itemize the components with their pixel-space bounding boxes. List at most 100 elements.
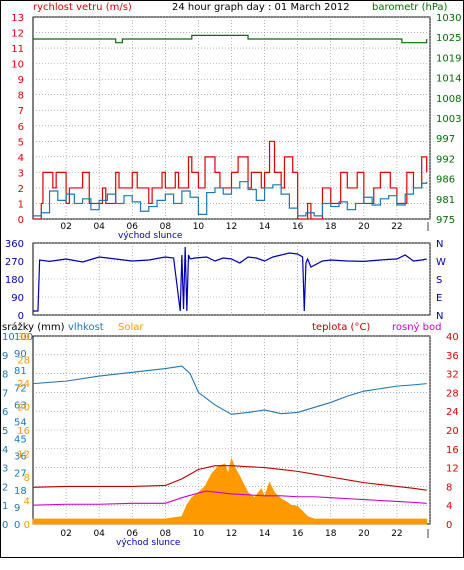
x-tick-label: 14 xyxy=(259,222,271,232)
pressure-tick-label: 1019 xyxy=(436,53,461,64)
temperature-tick-label: 24 xyxy=(446,407,459,418)
direction-tick-label: 90 xyxy=(11,293,24,304)
x-tick-label: | xyxy=(426,222,429,232)
solar-tick-label: 28 xyxy=(17,356,30,367)
x-tick-label: 06 xyxy=(127,222,139,232)
legend-dew-point: rosný bod xyxy=(392,321,441,333)
x-tick-label: 20 xyxy=(358,222,370,232)
humidity-tick-label: 45 xyxy=(14,435,27,446)
solar-tick-label: 16 xyxy=(17,426,30,437)
x-tick-label: 16 xyxy=(292,222,304,232)
compass-tick-label: E xyxy=(436,293,442,304)
humidity-tick-label: 18 xyxy=(14,486,27,497)
pressure-tick-label: 981 xyxy=(436,195,455,206)
outer-frame xyxy=(0,0,464,558)
solar-tick-label: 12 xyxy=(17,450,30,461)
series-line-p1-1 xyxy=(33,140,428,220)
solar-tick-label: 4 xyxy=(24,497,30,508)
wind-tick-label: 7 xyxy=(18,106,24,117)
legend-temperature: teplota (°C) xyxy=(312,322,370,333)
wind-tick-label: 9 xyxy=(18,75,24,86)
humidity-tick-label: 54 xyxy=(14,417,27,428)
x-tick-label: 08 xyxy=(160,222,172,232)
temperature-tick-label: 32 xyxy=(446,370,459,381)
direction-tick-label: 0 xyxy=(18,311,24,322)
legend-solar: Solar xyxy=(118,322,144,333)
sunrise-label-bottom: východ slunce xyxy=(116,538,181,548)
temperature-tick-label: 16 xyxy=(446,445,459,456)
pressure-tick-label: 1025 xyxy=(436,33,461,44)
wind-tick-label: 4 xyxy=(18,153,24,164)
series-line-p3-2 xyxy=(32,465,427,491)
compass-tick-label: N xyxy=(436,311,443,322)
humidity-tick-label: 81 xyxy=(14,366,27,377)
wind-tick-label: 5 xyxy=(18,137,24,148)
humidity-tick-label: 63 xyxy=(14,400,27,411)
series-line-p3-0 xyxy=(32,365,427,415)
x-tick-label: 12 xyxy=(226,529,237,539)
wind-tick-label: 2 xyxy=(18,184,24,195)
rain-tick-label: 10 xyxy=(2,332,15,343)
sunrise-label-top: východ slunce xyxy=(118,231,183,241)
x-tick-label: 20 xyxy=(358,529,370,539)
x-tick-label: 18 xyxy=(325,529,337,539)
wind-tick-label: 11 xyxy=(11,44,24,55)
humidity-tick-label: 72 xyxy=(14,383,27,394)
wind-tick-label: 8 xyxy=(18,91,24,102)
pressure-tick-label: 1003 xyxy=(436,114,461,125)
rain-tick-label: 9 xyxy=(2,351,8,362)
solar-area xyxy=(32,457,428,525)
wind-tick-label: 12 xyxy=(11,29,24,40)
series-line-p1-2 xyxy=(33,181,428,217)
direction-tick-label: 270 xyxy=(5,257,24,268)
x-tick-label: 10 xyxy=(193,529,205,539)
temperature-tick-label: 36 xyxy=(446,351,459,362)
pressure-tick-label: 997 xyxy=(436,134,455,145)
temperature-tick-label: 8 xyxy=(446,482,452,493)
temperature-tick-label: 28 xyxy=(446,388,459,399)
x-tick-label: 04 xyxy=(93,529,105,539)
x-tick-label: 02 xyxy=(60,529,71,539)
wind-tick-label: 6 xyxy=(18,122,24,133)
legend-rain: srážky (mm) xyxy=(2,321,65,333)
compass-tick-label: W xyxy=(436,257,446,268)
humidity-tick-label: 90 xyxy=(14,349,27,360)
rain-tick-label: 4 xyxy=(2,445,8,456)
wind-tick-label: 10 xyxy=(11,60,24,71)
temperature-tick-label: 40 xyxy=(446,332,459,343)
x-tick-label: | xyxy=(426,529,429,539)
x-tick-label: 14 xyxy=(259,529,271,539)
x-tick-label: 16 xyxy=(292,529,304,539)
compass-tick-label: S xyxy=(436,275,442,286)
pressure-tick-label: 1014 xyxy=(436,74,461,85)
direction-tick-label: 180 xyxy=(5,275,24,286)
x-tick-label: 18 xyxy=(325,222,337,232)
pressure-tick-label: 992 xyxy=(436,154,455,165)
wind-tick-label: 13 xyxy=(11,13,24,24)
solar-tick-label: 30 xyxy=(17,332,30,343)
rain-tick-label: 6 xyxy=(2,407,8,418)
x-tick-label: 02 xyxy=(60,222,71,232)
solar-tick-label: 24 xyxy=(17,379,30,390)
rain-tick-label: 0 xyxy=(2,520,8,531)
humidity-tick-label: 0 xyxy=(14,520,20,531)
wind-axis-title: rychlost vetru (m/s) xyxy=(33,2,132,13)
rain-tick-label: 2 xyxy=(2,482,8,493)
direction-tick-label: 360 xyxy=(5,239,24,250)
solar-tick-label: 0 xyxy=(24,520,30,531)
rain-tick-label: 3 xyxy=(2,464,8,475)
wind-tick-label: 3 xyxy=(18,168,24,179)
pressure-tick-label: 1008 xyxy=(436,94,461,105)
x-tick-label: 08 xyxy=(160,529,172,539)
humidity-tick-label: 100 xyxy=(14,332,33,343)
humidity-tick-label: 36 xyxy=(14,452,27,463)
pressure-tick-label: 986 xyxy=(436,175,455,186)
barometer-axis-title: barometr (hPa) xyxy=(372,2,448,13)
x-tick-label: 06 xyxy=(127,529,139,539)
x-tick-label: 22 xyxy=(391,222,402,232)
series-line-p3-3 xyxy=(32,490,427,506)
series-line-p1-0 xyxy=(33,34,428,44)
wind-tick-label: 1 xyxy=(18,199,24,210)
